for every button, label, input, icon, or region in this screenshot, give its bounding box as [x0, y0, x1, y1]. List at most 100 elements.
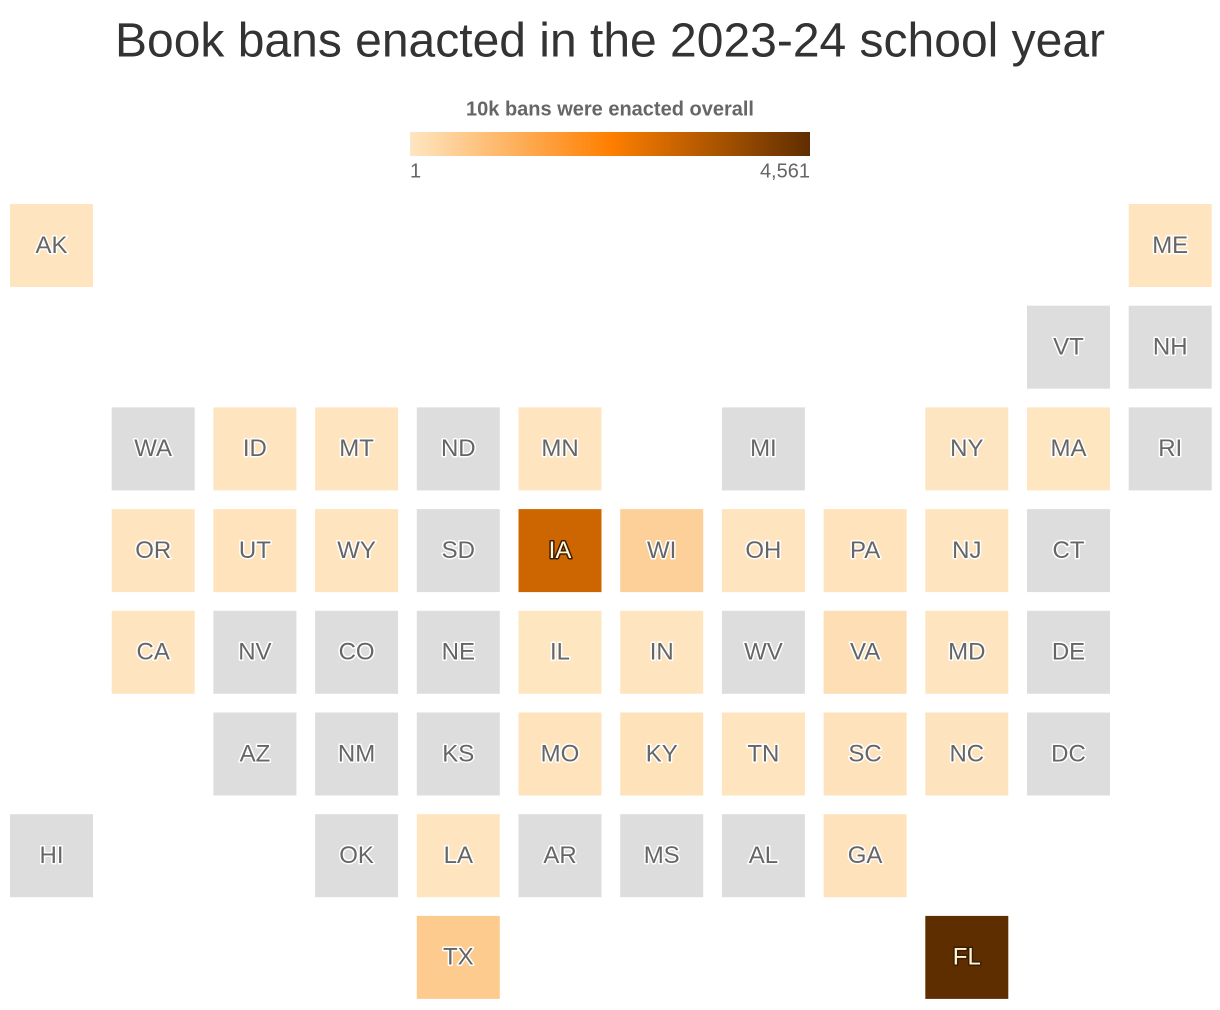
state-tile — [315, 814, 399, 898]
state-label: OH — [745, 537, 781, 564]
state-label: AL — [749, 842, 778, 869]
state-tile — [721, 814, 805, 898]
legend-tick-label: 4,561 — [760, 160, 810, 182]
state-tile — [518, 610, 602, 694]
state-label: MI — [750, 435, 777, 462]
state-tile — [925, 712, 1009, 796]
state-label: LA — [444, 842, 473, 869]
state-tile — [111, 509, 195, 593]
legend-title: 10k bans were enacted overall — [466, 98, 754, 120]
state-label: NJ — [952, 537, 981, 564]
state-label: WI — [647, 537, 676, 564]
state-label: GA — [848, 842, 883, 869]
state-label: OR — [135, 537, 171, 564]
state-label: AR — [543, 842, 576, 869]
state-label: MN — [541, 435, 578, 462]
state-label: PA — [850, 537, 880, 564]
state-label: MS — [644, 842, 680, 869]
state-tile — [620, 814, 704, 898]
chart-title: Book bans enacted in the 2023-24 school … — [115, 15, 1105, 68]
state-label: IA — [549, 537, 572, 564]
state-label: NY — [950, 435, 983, 462]
state-tile — [925, 915, 1009, 999]
state-label: MD — [948, 639, 985, 666]
state-tile — [10, 814, 93, 898]
state-label: NE — [442, 639, 475, 666]
state-tile — [721, 712, 805, 796]
state-tile — [925, 407, 1009, 491]
state-label: NH — [1153, 334, 1188, 361]
state-label: KY — [646, 740, 678, 767]
state-label: DC — [1051, 740, 1086, 767]
state-label: ND — [441, 435, 476, 462]
state-label: DE — [1052, 639, 1085, 666]
state-label: OK — [339, 842, 374, 869]
state-label: VT — [1053, 334, 1084, 361]
state-tile — [111, 610, 195, 694]
state-tile — [213, 407, 297, 491]
state-label: AZ — [240, 740, 271, 767]
state-tile — [1027, 305, 1110, 389]
state-label: NC — [949, 740, 984, 767]
state-label: MO — [541, 740, 580, 767]
legend-tick-label: 1 — [410, 160, 421, 182]
state-tile — [1027, 712, 1110, 796]
state-tile — [721, 407, 805, 491]
state-label: IN — [650, 639, 674, 666]
state-label: NM — [338, 740, 375, 767]
state-label: ID — [243, 435, 267, 462]
state-tile — [416, 915, 500, 999]
legend-colorbar — [410, 132, 810, 156]
state-tile — [416, 712, 500, 796]
state-label: MA — [1051, 435, 1087, 462]
state-label: TN — [747, 740, 779, 767]
state-label: VA — [850, 639, 880, 666]
state-tile — [620, 509, 704, 593]
state-tile — [213, 610, 297, 694]
state-tile — [620, 712, 704, 796]
state-label: HI — [40, 842, 64, 869]
state-label: NV — [238, 639, 271, 666]
state-tile — [416, 814, 500, 898]
state-label: CO — [339, 639, 375, 666]
state-label: MT — [339, 435, 374, 462]
state-tile — [518, 712, 602, 796]
state-tile — [823, 610, 907, 694]
state-tile — [518, 509, 602, 593]
state-tile — [315, 407, 399, 491]
state-label: UT — [239, 537, 271, 564]
state-tile — [10, 204, 93, 287]
state-label: FL — [953, 944, 981, 971]
state-tile — [1027, 509, 1110, 593]
state-tile — [315, 610, 399, 694]
state-tile — [213, 509, 297, 593]
state-tile — [416, 509, 500, 593]
state-tile — [1128, 305, 1212, 389]
state-tile — [518, 814, 602, 898]
state-tile — [823, 814, 907, 898]
state-label: SC — [848, 740, 881, 767]
state-tile — [925, 509, 1009, 593]
state-label: ME — [1152, 232, 1188, 259]
state-tile — [721, 610, 805, 694]
state-label: TX — [443, 944, 474, 971]
state-tile — [315, 509, 399, 593]
state-label: SD — [442, 537, 475, 564]
state-tile — [1128, 407, 1212, 491]
state-tile — [1027, 610, 1110, 694]
state-tile — [213, 712, 297, 796]
state-tile — [111, 407, 195, 491]
state-tile — [925, 610, 1009, 694]
state-tile — [416, 610, 500, 694]
state-tile — [416, 407, 500, 491]
state-label: WA — [134, 435, 172, 462]
state-label: CT — [1053, 537, 1085, 564]
state-tile — [315, 712, 399, 796]
state-tile — [518, 407, 602, 491]
state-label: RI — [1158, 435, 1182, 462]
state-label: CA — [137, 639, 170, 666]
state-tile — [721, 509, 805, 593]
state-label: AK — [35, 232, 67, 259]
state-tile — [1128, 204, 1212, 287]
